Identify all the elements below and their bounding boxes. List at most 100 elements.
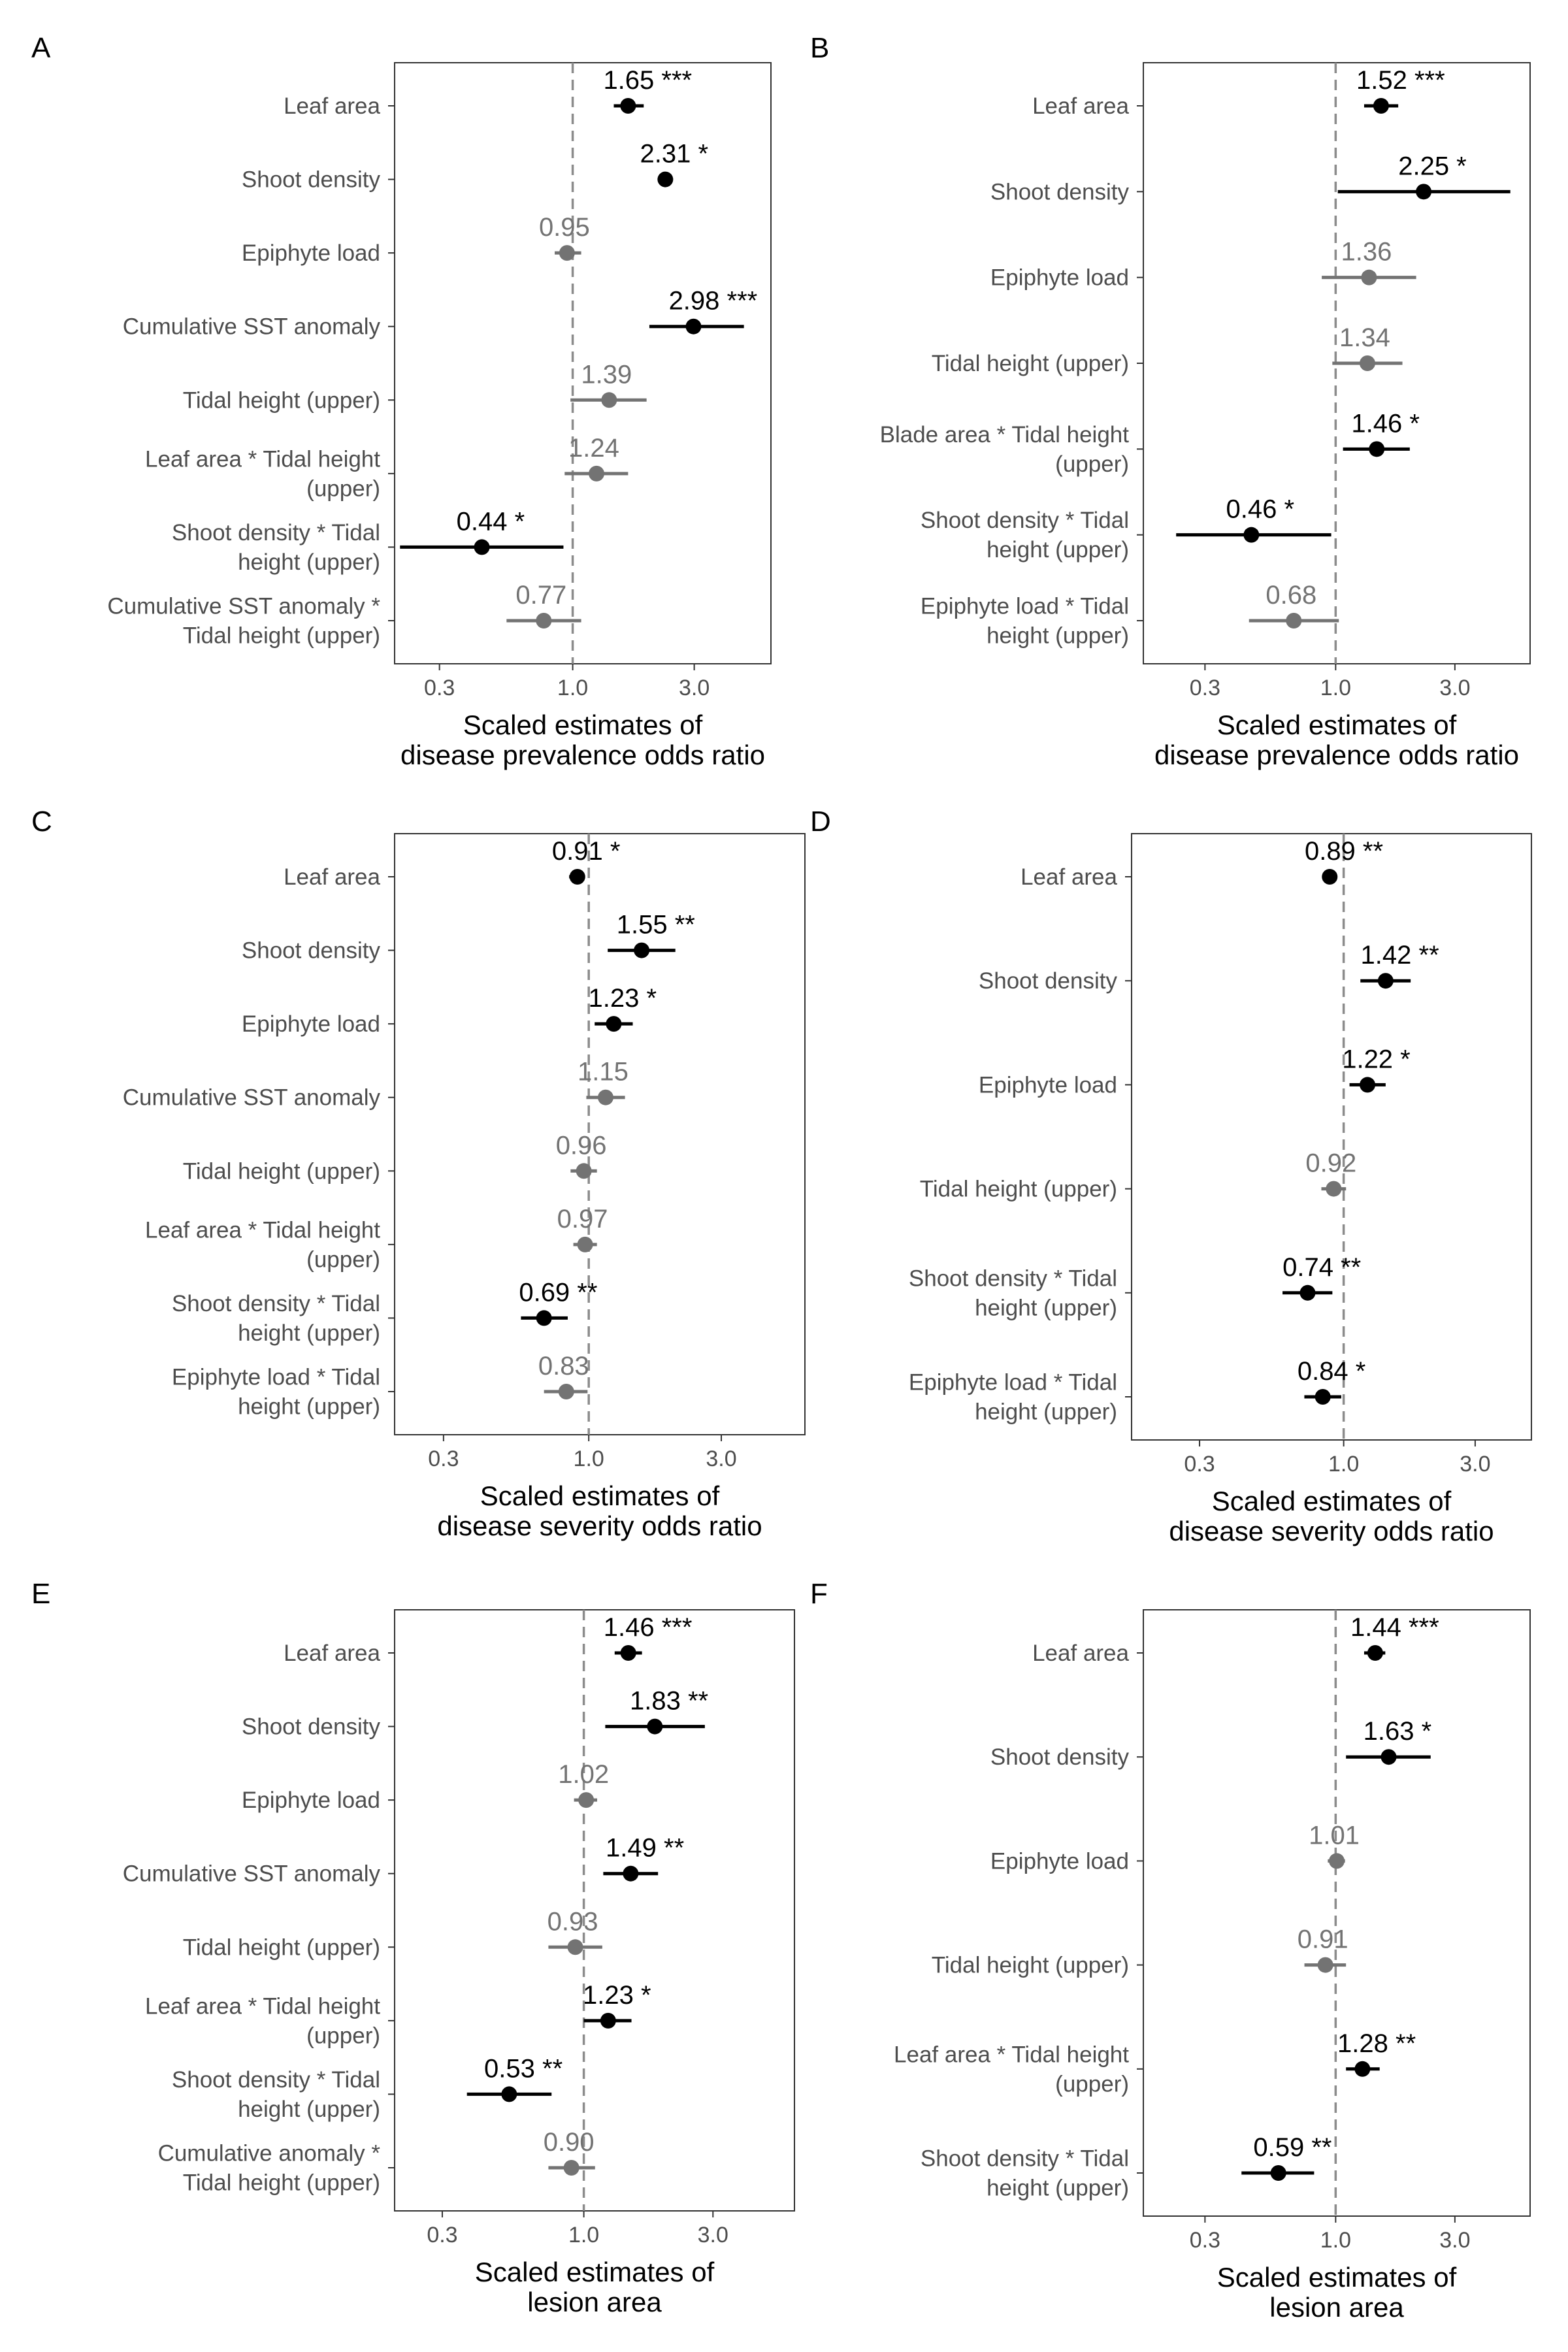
estimate-value-label: 1.23 *: [589, 984, 657, 1013]
estimate-value-label: 0.83: [538, 1352, 589, 1380]
term-row: Tidal height (upper) 1.39: [183, 360, 647, 413]
term-label: (upper): [306, 476, 380, 501]
term-row: Leaf area 1.65 ***: [284, 66, 692, 119]
term-label: Epiphyte load: [979, 1072, 1117, 1098]
estimate-value-label: 1.39: [581, 360, 632, 389]
term-row: Leaf area * Tidal height (upper) 1.23 *: [145, 1981, 651, 2049]
term-row: Leaf area * Tidal height (upper) 1.28 **: [894, 2029, 1416, 2097]
estimate-value-label: 1.83 **: [630, 1687, 708, 1716]
estimate-value-label: 2.31 *: [640, 140, 709, 169]
term-label: (upper): [306, 2023, 380, 2048]
panel-letter: F: [810, 1578, 828, 1610]
estimate-point: [601, 392, 617, 408]
term-row: Epiphyte load 1.22 *: [979, 1045, 1411, 1098]
estimate-value-label: 1.15: [578, 1058, 629, 1086]
x-axis-title: disease prevalence odds ratio: [400, 740, 765, 770]
x-axis-title: Scaled estimates of: [1217, 2262, 1457, 2293]
estimate-point: [600, 2012, 616, 2029]
estimate-point: [623, 1865, 639, 1882]
term-label: height (upper): [238, 1320, 380, 1346]
term-label: Tidal height (upper): [183, 1158, 380, 1184]
estimate-point: [1373, 98, 1389, 114]
x-axis-title: Scaled estimates of: [1212, 1486, 1452, 1516]
term-label: Shoot density * Tidal: [172, 520, 380, 546]
term-label: Cumulative SST anomaly: [123, 1861, 381, 1887]
estimate-value-label: 2.25 *: [1398, 152, 1467, 180]
term-row: Tidal height (upper) 1.34: [932, 323, 1403, 376]
term-row: Shoot density 2.25 *: [990, 152, 1511, 204]
estimate-value-label: 0.84 *: [1298, 1357, 1366, 1386]
term-row: Shoot density * Tidal height (upper) 0.44 …: [172, 507, 564, 575]
term-row: Epiphyte load 1.02: [242, 1760, 609, 1813]
term-label: Epiphyte load: [990, 1848, 1129, 1874]
estimate-point: [1416, 184, 1432, 200]
estimate-point: [1317, 1957, 1333, 1973]
estimate-value-label: 1.36: [1341, 238, 1392, 267]
estimate-point: [1315, 1389, 1331, 1405]
x-tick-label: 1.0: [1328, 1452, 1359, 1477]
term-label: Cumulative anomaly *: [158, 2141, 381, 2166]
term-label: Leaf area * Tidal height: [894, 2042, 1129, 2067]
term-label: Shoot density: [242, 938, 381, 964]
plot-frame: [394, 833, 806, 1435]
estimate-point: [620, 98, 636, 114]
term-label: height (upper): [987, 537, 1129, 563]
x-tick-label: 0.3: [427, 2223, 457, 2247]
term-row: Shoot density * Tidal height (upper) 0.74 …: [909, 1253, 1361, 1321]
term-row: Shoot density * Tidal height (upper) 0.59 …: [921, 2133, 1332, 2201]
x-tick-label: 3.0: [706, 1446, 736, 1471]
x-tick-label: 0.3: [428, 1446, 459, 1471]
term-label: height (upper): [975, 1295, 1117, 1320]
estimate-point: [1329, 1853, 1345, 1869]
term-label: Epiphyte load: [242, 1788, 380, 1813]
estimate-point: [657, 171, 674, 188]
estimate-value-label: 1.55 **: [617, 911, 695, 939]
estimate-point: [1326, 1181, 1342, 1197]
term-row: Cumulative anomaly * Tidal height (upper)…: [158, 2128, 595, 2196]
term-row: Epiphyte load 1.01: [990, 1821, 1360, 1874]
term-label: Epiphyte load: [990, 265, 1129, 291]
estimate-value-label: 0.93: [547, 1907, 598, 1936]
x-tick-label: 3.0: [698, 2223, 728, 2247]
term-label: Shoot density: [242, 167, 381, 193]
estimate-value-label: 1.63 *: [1364, 1717, 1432, 1746]
term-label: Leaf area: [284, 1641, 380, 1666]
term-label: Shoot density * Tidal: [172, 2067, 380, 2093]
term-row: Tidal height (upper) 0.91: [932, 1925, 1348, 1978]
estimate-point: [576, 1163, 592, 1179]
term-label: height (upper): [975, 1399, 1117, 1425]
plot-frame: [394, 62, 772, 664]
x-tick-label: 1.0: [1320, 2228, 1351, 2253]
term-row: Epiphyte load * Tidal height (upper) 0.68: [921, 581, 1339, 649]
term-label: height (upper): [238, 2097, 380, 2122]
x-tick-label: 1.0: [568, 2223, 599, 2247]
term-row: Leaf area 1.46 ***: [284, 1613, 692, 1666]
estimate-point: [1369, 441, 1385, 457]
term-row: Epiphyte load * Tidal height (upper) 0.84 …: [909, 1357, 1365, 1425]
term-label: (upper): [1055, 451, 1129, 477]
term-label: (upper): [306, 1247, 380, 1272]
estimate-value-label: 0.59 **: [1253, 2133, 1331, 2162]
x-axis-title: lesion area: [527, 2287, 662, 2317]
term-label: Epiphyte load: [242, 240, 380, 266]
x-axis-title: disease severity odds ratio: [437, 1511, 762, 1541]
term-row: Epiphyte load 1.36: [990, 238, 1416, 291]
term-row: Cumulative SST anomaly 2.98 ***: [123, 287, 757, 340]
estimate-point: [1322, 869, 1338, 885]
estimate-point: [536, 1310, 552, 1326]
x-tick-label: 0.3: [1190, 2228, 1220, 2253]
x-tick-label: 1.0: [1320, 676, 1351, 700]
term-row: Blade area * Tidal height (upper) 1.46 *: [880, 409, 1420, 477]
term-label: Leaf area: [284, 864, 380, 890]
x-tick-label: 0.3: [424, 676, 455, 700]
term-label: Epiphyte load * Tidal: [921, 594, 1129, 619]
estimate-value-label: 1.23 *: [583, 1981, 651, 2010]
term-label: Epiphyte load: [242, 1011, 380, 1037]
estimate-value-label: 1.02: [558, 1760, 609, 1789]
x-tick-label: 3.0: [679, 676, 710, 700]
estimate-point: [558, 1384, 574, 1399]
term-label: Shoot density: [990, 179, 1130, 204]
term-label: Leaf area: [1021, 864, 1117, 890]
